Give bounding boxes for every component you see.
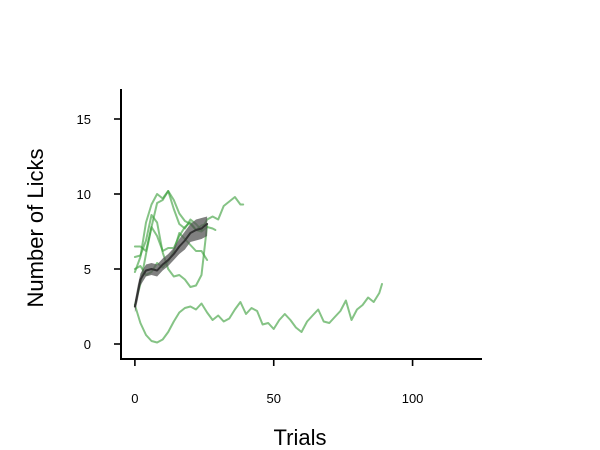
- series-layer: [133, 190, 383, 344]
- mean-line: [133, 223, 209, 308]
- y-tick-label-15: 15: [77, 112, 91, 127]
- x-tick-label-0: 0: [131, 391, 138, 406]
- ticks-layer: 0 50 100 0 5 10 15: [77, 112, 424, 406]
- axes-layer: [120, 89, 482, 360]
- x-axis-title: Trials: [274, 425, 327, 450]
- y-tick-label-10: 10: [77, 187, 91, 202]
- y-tick-label-5: 5: [84, 262, 91, 277]
- x-tick-label-100: 100: [402, 391, 424, 406]
- mean-sem-band: [134, 216, 208, 313]
- series-line-4: [133, 214, 209, 288]
- mean-layer: [133, 216, 209, 313]
- y-tick-label-0: 0: [84, 337, 91, 352]
- x-tick-label-50: 50: [266, 391, 280, 406]
- y-axis-title: Number of Licks: [23, 149, 48, 308]
- series-line-2: [133, 190, 245, 273]
- series-line-1: [133, 283, 383, 344]
